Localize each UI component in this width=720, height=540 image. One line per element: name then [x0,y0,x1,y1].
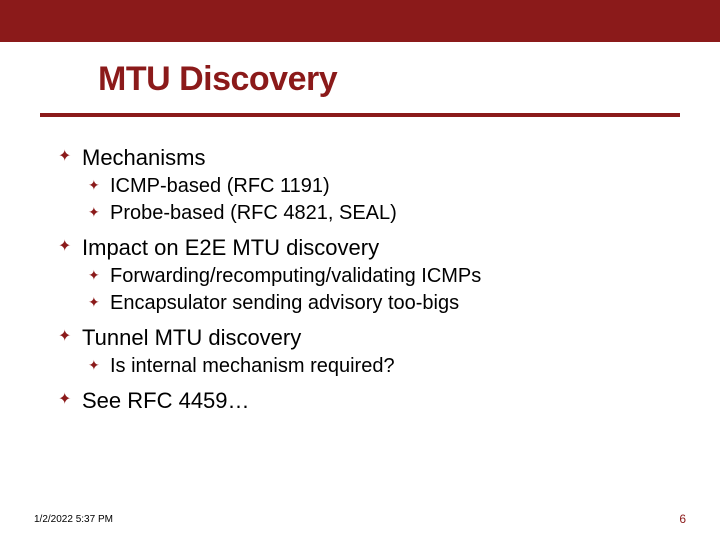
bullet-l1: Mechanisms [58,145,670,171]
content-area: Mechanisms ICMP-based (RFC 1191) Probe-b… [0,117,720,414]
bullet-l1: Impact on E2E MTU discovery [58,235,670,261]
bullet-l2: Forwarding/recomputing/validating ICMPs [88,265,670,288]
footer-datetime: 1/2/2022 5:37 PM [34,514,113,525]
header-bar [0,0,720,42]
title-area: MTU Discovery [0,42,720,99]
bullet-l2: Probe-based (RFC 4821, SEAL) [88,202,670,225]
footer-page-number: 6 [679,512,686,526]
footer: 1/2/2022 5:37 PM 6 [0,512,720,526]
bullet-l1: Tunnel MTU discovery [58,325,670,351]
slide-title: MTU Discovery [98,60,720,99]
bullet-l2: ICMP-based (RFC 1191) [88,175,670,198]
bullet-l1: See RFC 4459… [58,388,670,414]
bullet-l2: Is internal mechanism required? [88,355,670,378]
bullet-l2: Encapsulator sending advisory too-bigs [88,292,670,315]
